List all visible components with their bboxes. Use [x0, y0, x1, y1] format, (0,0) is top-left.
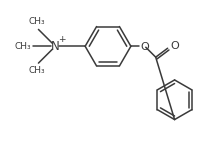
- Text: CH₃: CH₃: [28, 17, 45, 26]
- Text: CH₃: CH₃: [28, 66, 45, 75]
- Text: O: O: [171, 41, 179, 51]
- Text: N: N: [51, 40, 60, 53]
- Text: CH₃: CH₃: [15, 42, 32, 51]
- Text: O: O: [141, 42, 150, 52]
- Text: +: +: [58, 35, 65, 44]
